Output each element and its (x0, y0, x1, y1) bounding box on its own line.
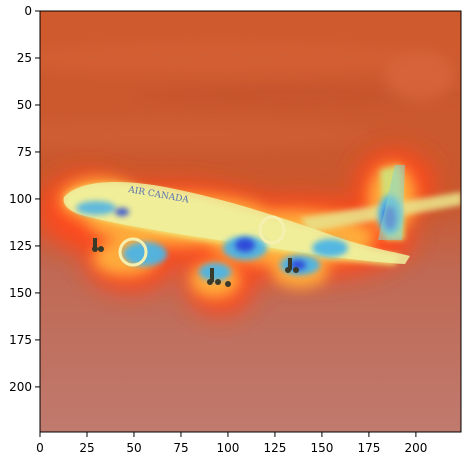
right-engine (258, 215, 286, 245)
y-tick-label: 0 (24, 4, 32, 18)
landing-gear (92, 238, 299, 287)
x-tick-label: 75 (173, 441, 188, 455)
x-tick-label: 150 (310, 441, 333, 455)
y-tick-label: 25 (17, 51, 32, 65)
axes-frame (39, 10, 462, 433)
y-tick-label: 150 (9, 286, 32, 300)
left-engine (118, 237, 148, 267)
heatmap-photo: AIR CANADA (40, 40, 461, 315)
y-tick-label: 75 (17, 145, 32, 159)
x-tick-label: 175 (357, 441, 380, 455)
x-axis: 0 25 50 75 100 125 150 175 200 (36, 432, 427, 455)
y-axis: 0 25 50 75 100 125 150 175 200 (9, 4, 40, 394)
y-tick-label: 125 (9, 239, 32, 253)
y-tick-label: 100 (9, 192, 32, 206)
x-tick-label: 0 (36, 441, 44, 455)
x-tick-label: 50 (126, 441, 141, 455)
y-tick-label: 175 (9, 333, 32, 347)
x-tick-label: 100 (216, 441, 239, 455)
x-tick-label: 200 (404, 441, 427, 455)
x-tick-label: 25 (79, 441, 94, 455)
y-tick-label: 200 (9, 380, 32, 394)
airplane-tail (378, 165, 405, 240)
y-tick-label: 50 (17, 98, 32, 112)
x-tick-label: 125 (263, 441, 286, 455)
